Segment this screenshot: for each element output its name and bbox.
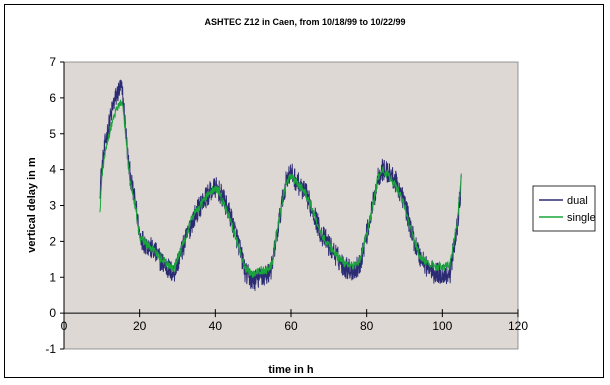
chart-frame: ASHTEC Z12 in Caen, from 10/18/99 to 10/… (4, 4, 604, 378)
x-tick-label: 60 (284, 319, 298, 333)
legend: dual single (532, 185, 596, 232)
y-tick-label: 5 (49, 127, 56, 141)
y-tick-label: 4 (49, 163, 56, 177)
x-tick-label: 120 (508, 319, 528, 333)
series-line-single (99, 99, 462, 279)
legend-label-dual: dual (567, 195, 588, 207)
series-line-dual (99, 79, 462, 291)
y-tick-label: 7 (49, 55, 56, 69)
series-group (99, 79, 462, 291)
y-tick-label: -1 (45, 342, 56, 356)
tick-group: -1 0 1 2 3 4 5 6 7 0 20 40 60 80 100 120 (45, 55, 528, 356)
y-tick-label: 2 (49, 234, 56, 248)
plot-area (63, 61, 519, 350)
y-tick-label: 6 (49, 91, 56, 105)
x-tick-label: 80 (360, 319, 374, 333)
y-tick-label: 1 (49, 270, 56, 284)
y-tick-label: 0 (49, 306, 56, 320)
x-axis-title: time in h (268, 364, 314, 376)
x-tick-label: 100 (432, 319, 452, 333)
chart-svg: ASHTEC Z12 in Caen, from 10/18/99 to 10/… (26, 17, 596, 376)
x-tick-label: 40 (209, 319, 223, 333)
y-axis-title: vertical delay in m (26, 157, 38, 253)
y-tick-label: 3 (49, 199, 56, 213)
legend-box (532, 185, 596, 232)
chart-title: ASHTEC Z12 in Caen, from 10/18/99 to 10/… (204, 17, 405, 27)
x-tick-label: 20 (133, 319, 147, 333)
x-tick-label: 0 (61, 319, 68, 333)
legend-label-single: single (567, 212, 596, 224)
